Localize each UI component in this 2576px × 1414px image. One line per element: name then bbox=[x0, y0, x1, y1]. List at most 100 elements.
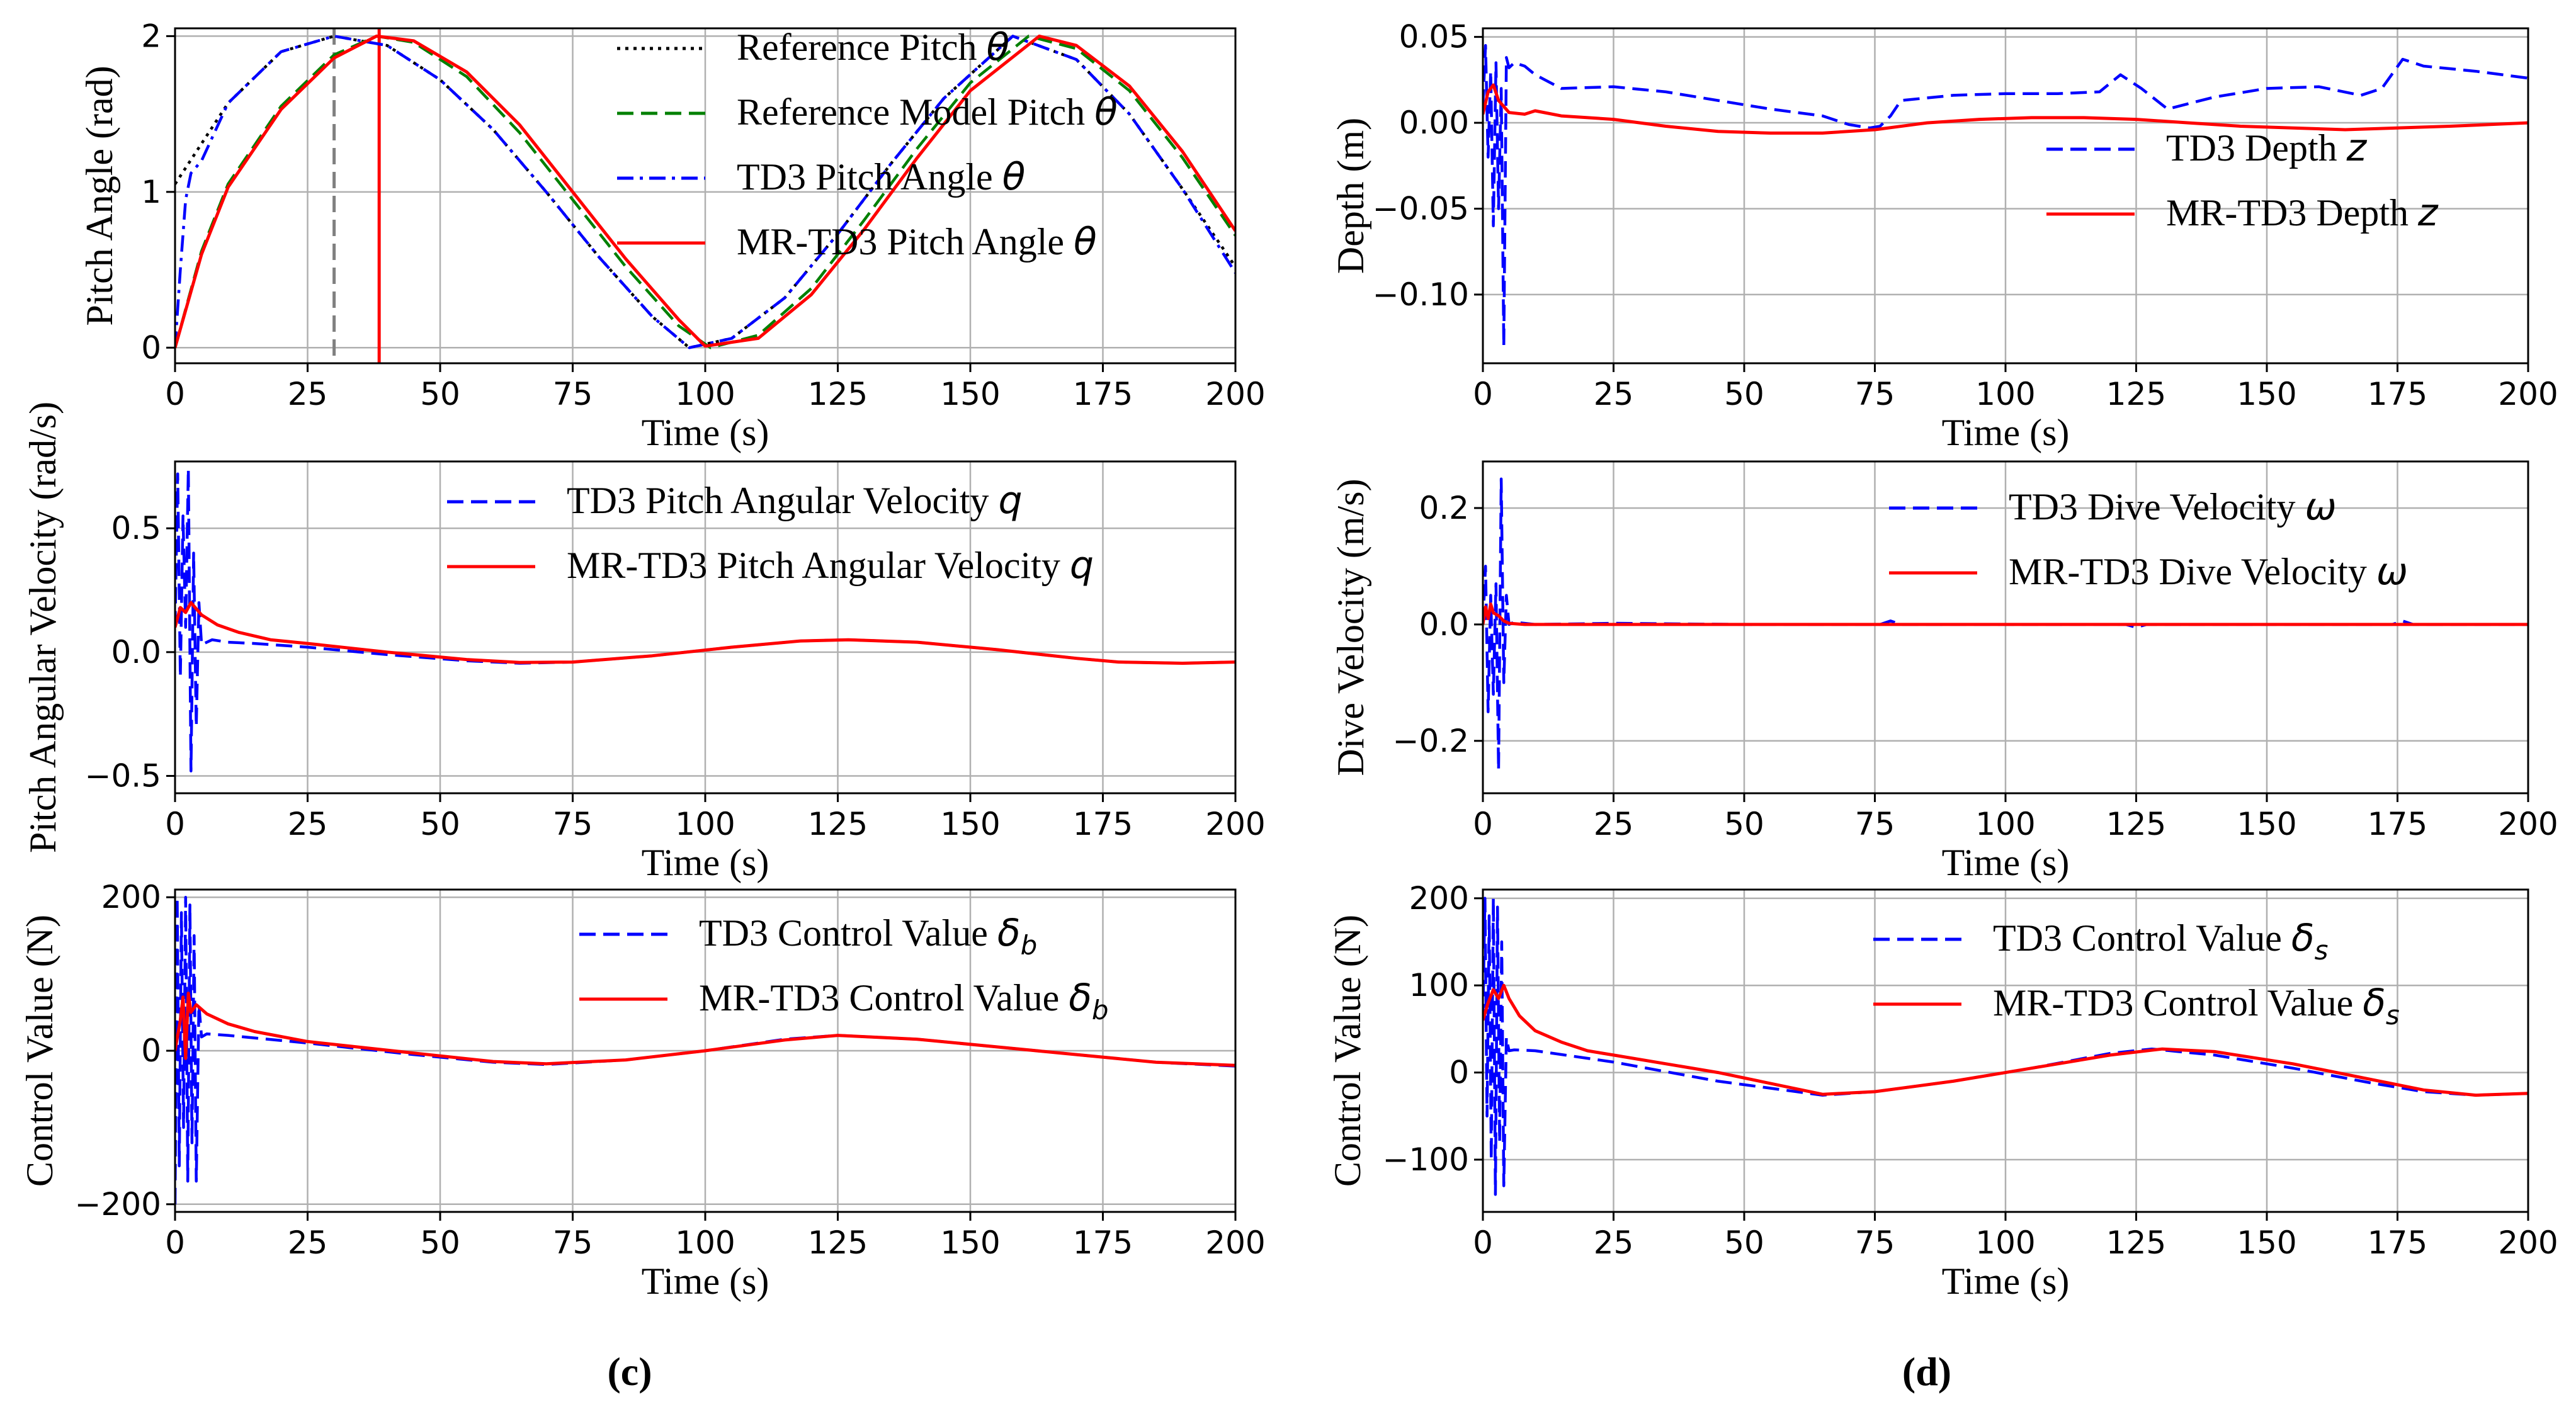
x-tick-label: 50 bbox=[420, 806, 460, 842]
y-tick-label: 100 bbox=[1409, 967, 1469, 1004]
x-tick-label: 25 bbox=[1594, 376, 1634, 412]
x-tick-label: 125 bbox=[2106, 376, 2166, 412]
legend-entry-symbol: δ bbox=[2291, 916, 2315, 960]
x-tick-label: 50 bbox=[1724, 376, 1764, 412]
x-tick-label: 200 bbox=[1205, 806, 1265, 842]
y-axis-label: Pitch Angle (rad) bbox=[79, 65, 120, 325]
x-tick-label: 75 bbox=[1855, 1225, 1895, 1261]
legend-entry: MR-TD3 Pitch Angular Velocity q bbox=[567, 543, 1094, 587]
legend-entry: MR-TD3 Dive Velocity ω bbox=[2009, 550, 2408, 594]
y-tick-label: −200 bbox=[75, 1186, 161, 1223]
legend-entry-subscript: b bbox=[1092, 995, 1109, 1026]
x-tick-label: 125 bbox=[808, 376, 868, 412]
legend-entry-symbol: z bbox=[2417, 191, 2439, 235]
x-tick-label: 0 bbox=[165, 806, 185, 842]
x-tick-label: 50 bbox=[1724, 806, 1764, 842]
y-tick-label: 1 bbox=[141, 174, 161, 210]
x-tick-label: 150 bbox=[2237, 1225, 2296, 1261]
legend-entry-name: MR-TD3 Control Value bbox=[1993, 982, 2363, 1024]
legend-entry-symbol: q bbox=[1070, 543, 1094, 587]
x-tick-label: 50 bbox=[1724, 1225, 1764, 1261]
x-tick-label: 100 bbox=[1975, 806, 2035, 842]
x-tick-label: 200 bbox=[1205, 1225, 1265, 1261]
y-tick-label: 0.05 bbox=[1399, 19, 1469, 55]
x-axis-label: Time (s) bbox=[642, 1260, 769, 1302]
y-axis-label: Depth (m) bbox=[1330, 118, 1371, 274]
y-tick-label: 0.2 bbox=[1419, 490, 1469, 526]
legend-entry-name: Reference Model Pitch bbox=[737, 91, 1094, 133]
series-line bbox=[1483, 983, 2528, 1097]
x-tick-label: 25 bbox=[1594, 806, 1634, 842]
series-line bbox=[175, 34, 1235, 348]
series-line bbox=[1483, 602, 2528, 626]
x-tick-label: 175 bbox=[1073, 806, 1133, 842]
axes-frame bbox=[174, 27, 1237, 365]
y-tick-label: 2 bbox=[141, 18, 161, 54]
legend-entry-subscript: s bbox=[2386, 1000, 2400, 1031]
chart-control-value-s: 0 25 50 75 100 125 150 175 200 −100 0 100 200 Time (s… bbox=[1327, 880, 2558, 1302]
x-tick-label: 0 bbox=[165, 376, 185, 412]
x-tick-label: 100 bbox=[1975, 1225, 2035, 1261]
x-tick-label: 150 bbox=[940, 806, 1000, 842]
legend-entry-subscript: s bbox=[2315, 935, 2329, 966]
chart-pitch-angle: 0 25 50 75 100 125 150 175 200 0 1 2 Time (s) Pitch A… bbox=[79, 18, 1266, 453]
plot-area bbox=[1483, 896, 2528, 1196]
legend-entry-symbol: q bbox=[999, 478, 1023, 523]
legend-entry: TD3 Dive Velocity ω bbox=[2009, 485, 2337, 529]
x-tick-label: 125 bbox=[808, 806, 868, 842]
y-tick-label: 0.0 bbox=[1419, 606, 1469, 643]
y-tick-label: 200 bbox=[1409, 880, 1469, 917]
x-tick-label: 50 bbox=[420, 1225, 460, 1261]
legend-entry: MR-TD3 Pitch Angle θ bbox=[737, 220, 1097, 264]
legend-entry-symbol: ω bbox=[2305, 485, 2336, 529]
y-tick-label: −0.5 bbox=[85, 757, 161, 794]
x-tick-label: 175 bbox=[2368, 1225, 2427, 1261]
legend-entry-symbol: δ bbox=[1069, 976, 1092, 1020]
x-tick-label: 150 bbox=[940, 1225, 1000, 1261]
legend-entry-name: Reference Pitch bbox=[737, 26, 986, 68]
x-tick-label: 175 bbox=[1073, 376, 1133, 412]
x-tick-label: 150 bbox=[940, 376, 1000, 412]
x-tick-label: 175 bbox=[1073, 1225, 1133, 1261]
y-tick-label: −0.05 bbox=[1373, 190, 1469, 227]
x-tick-label: 75 bbox=[553, 376, 593, 412]
legend-entry-name: TD3 Control Value bbox=[699, 912, 997, 954]
legend-entry-symbol: θ bbox=[1074, 220, 1097, 264]
y-tick-label: 0 bbox=[141, 329, 161, 366]
x-axis-label: Time (s) bbox=[1942, 1260, 2070, 1302]
legend-entry-symbol: θ bbox=[1094, 90, 1118, 134]
plot-area bbox=[175, 467, 1235, 772]
series-line bbox=[175, 992, 1235, 1067]
panel-label-c: (c) bbox=[607, 1349, 652, 1394]
y-tick-label: 0 bbox=[141, 1032, 161, 1069]
plot-area bbox=[1483, 477, 2528, 772]
x-tick-label: 200 bbox=[1205, 376, 1265, 412]
x-axis-label: Time (s) bbox=[1942, 842, 2070, 883]
x-tick-label: 125 bbox=[808, 1225, 868, 1261]
x-tick-label: 100 bbox=[675, 806, 735, 842]
x-tick-label: 100 bbox=[675, 1225, 735, 1261]
x-tick-label: 200 bbox=[2498, 376, 2558, 412]
panel-label-d: (d) bbox=[1902, 1349, 1951, 1394]
x-tick-label: 25 bbox=[288, 806, 328, 842]
x-tick-label: 0 bbox=[1473, 1225, 1493, 1261]
legend-entry-name: TD3 Depth bbox=[2166, 127, 2347, 169]
axes-frame bbox=[1482, 27, 2529, 365]
legend-entry-subscript: b bbox=[1021, 930, 1038, 961]
legend-entry: TD3 Control Value δb bbox=[699, 911, 1037, 961]
legend-entry: Reference Pitch θ bbox=[737, 25, 1009, 69]
x-tick-label: 25 bbox=[288, 1225, 328, 1261]
series-line bbox=[175, 601, 1235, 665]
y-tick-label: 0.0 bbox=[111, 634, 161, 670]
legend-entry-name: TD3 Dive Velocity bbox=[2009, 486, 2305, 528]
series-line bbox=[1483, 896, 2528, 1196]
series-line bbox=[1483, 44, 2528, 348]
x-tick-label: 125 bbox=[2106, 1225, 2166, 1261]
axes-frame bbox=[174, 888, 1237, 1213]
x-tick-label: 150 bbox=[2237, 376, 2296, 412]
x-tick-label: 0 bbox=[165, 1225, 185, 1261]
legend-entry-symbol: ω bbox=[2376, 550, 2408, 594]
x-tick-label: 0 bbox=[1473, 376, 1493, 412]
x-axis-label: Time (s) bbox=[642, 412, 769, 453]
axes-frame bbox=[1482, 888, 2529, 1213]
